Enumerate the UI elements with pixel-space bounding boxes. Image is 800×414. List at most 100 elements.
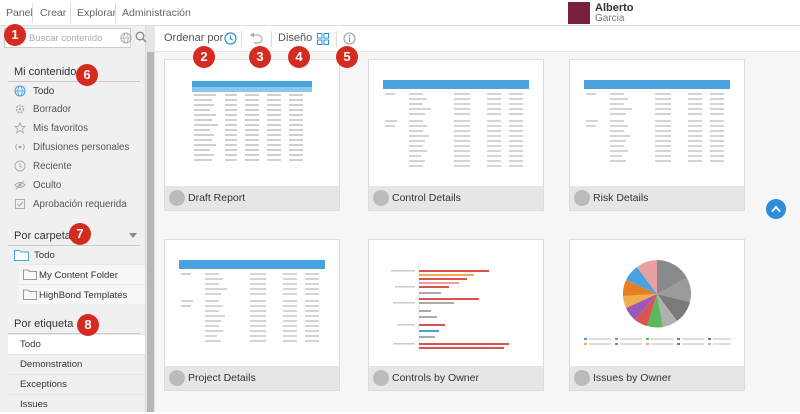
eye-off-icon [14, 180, 26, 190]
avatar[interactable] [568, 2, 590, 24]
table-preview [383, 80, 529, 167]
table-preview [192, 81, 312, 161]
folder-icon [23, 289, 37, 300]
report-card[interactable]: Control Details [368, 59, 544, 211]
bar-chart-preview [391, 262, 509, 352]
approval-icon [15, 199, 25, 209]
nav-administracion[interactable]: Administración [122, 7, 191, 19]
folder-label: HighBond Templates [39, 290, 128, 301]
sidebar-item-label: Borrador [33, 104, 72, 115]
report-card[interactable]: Controls by Owner [368, 239, 544, 391]
report-card[interactable]: Issues by Owner [569, 239, 745, 391]
card-title[interactable]: Issues by Owner [593, 372, 672, 384]
toolbar-divider [271, 31, 272, 47]
clock-icon [14, 160, 26, 172]
folder-item-my-content[interactable]: My Content Folder [19, 264, 145, 284]
report-thumbnail [570, 240, 744, 366]
search-input[interactable] [29, 30, 117, 46]
folder-item-todo[interactable]: Todo [14, 248, 134, 264]
card-title[interactable]: Project Details [188, 372, 256, 384]
star-icon [14, 122, 26, 134]
info-icon[interactable] [343, 32, 356, 45]
clock-icon[interactable] [224, 32, 237, 45]
sidebar-scrollbar-thumb[interactable] [147, 52, 154, 412]
nav-divider [115, 3, 116, 23]
callout-badge-2: 2 [193, 46, 215, 68]
report-type-icon [574, 370, 590, 386]
grid-layout-icon[interactable] [317, 33, 329, 45]
chevron-up-icon [771, 205, 781, 213]
my-content-heading: Mi contenido [14, 66, 77, 78]
sidebar-item-label: Todo [33, 86, 55, 97]
callout-badge-8: 8 [77, 314, 99, 336]
sidebar-item-label: Difusiones personales [33, 142, 130, 153]
sort-label[interactable]: Ordenar por [164, 32, 224, 44]
user-last-name: Garcia [595, 13, 625, 24]
table-preview [584, 80, 730, 162]
card-title[interactable]: Risk Details [593, 192, 649, 204]
pie-chart-preview [584, 260, 731, 345]
folder-label: Todo [34, 250, 55, 261]
callout-badge-6: 6 [76, 64, 98, 86]
report-type-icon [169, 190, 185, 206]
report-type-icon [169, 370, 185, 386]
search-icon[interactable] [135, 31, 147, 43]
nav-panel[interactable]: Panel [6, 7, 33, 19]
card-footer: Controls by Owner [369, 366, 543, 390]
undo-icon[interactable] [249, 32, 263, 45]
tag-item-exceptions[interactable]: Exceptions [8, 374, 145, 394]
folder-label: My Content Folder [39, 270, 118, 281]
callout-badge-5: 5 [336, 46, 358, 68]
report-type-icon [574, 190, 590, 206]
nav-divider [70, 3, 71, 23]
report-thumbnail [369, 240, 543, 366]
callout-badge-7: 7 [69, 223, 91, 245]
report-card[interactable]: Risk Details [569, 59, 745, 211]
report-type-icon [373, 190, 389, 206]
gear-icon [15, 104, 25, 114]
scroll-top-button[interactable] [766, 199, 786, 219]
folder-icon [14, 250, 29, 261]
divider [8, 333, 140, 334]
content-grid: Draft Report [155, 52, 800, 412]
search-box [4, 28, 132, 48]
by-folder-heading: Por carpeta [14, 230, 71, 242]
sidebar-item-label: Aprobación requerida [33, 199, 127, 210]
tag-item-issues[interactable]: Issues [8, 394, 145, 414]
divider [8, 245, 140, 246]
tag-item-todo[interactable]: Todo [8, 334, 145, 354]
sidebar-item-label: Reciente [33, 161, 72, 172]
tag-item-demonstration[interactable]: Demonstration [8, 354, 145, 374]
chevron-down-icon[interactable] [129, 233, 137, 239]
divider [8, 81, 140, 82]
nav-explorar[interactable]: Explorar [77, 7, 117, 19]
user-first-name[interactable]: Alberto [595, 2, 634, 14]
card-title[interactable]: Control Details [392, 192, 461, 204]
by-tag-heading: Por etiqueta [14, 318, 74, 330]
card-footer: Draft Report [165, 186, 339, 210]
sidebar-item-label: Mis favoritos [33, 123, 88, 134]
nav-crear[interactable]: Crear [40, 7, 67, 19]
card-footer: Risk Details [570, 186, 744, 210]
sidebar-item-label: Oculto [33, 180, 62, 191]
nav-divider [32, 3, 33, 23]
report-type-icon [373, 370, 389, 386]
report-card[interactable]: Project Details [164, 239, 340, 391]
callout-badge-1: 1 [4, 24, 26, 46]
table-preview [179, 260, 325, 342]
globe-icon[interactable] [120, 32, 132, 44]
toolbar-divider [336, 31, 337, 47]
report-thumbnail [570, 60, 744, 186]
callout-badge-3: 3 [249, 46, 271, 68]
layout-label[interactable]: Diseño [278, 32, 313, 44]
top-nav: Panel Crear Explorar Administración Albe… [0, 0, 800, 26]
callout-badge-4: 4 [288, 46, 310, 68]
report-card[interactable]: Draft Report [164, 59, 340, 211]
card-title[interactable]: Controls by Owner [392, 372, 479, 384]
report-thumbnail [165, 60, 339, 186]
report-thumbnail [369, 60, 543, 186]
card-title[interactable]: Draft Report [188, 192, 246, 204]
globe-icon [14, 85, 26, 97]
folder-item-highbond[interactable]: HighBond Templates [19, 284, 145, 304]
card-footer: Control Details [369, 186, 543, 210]
